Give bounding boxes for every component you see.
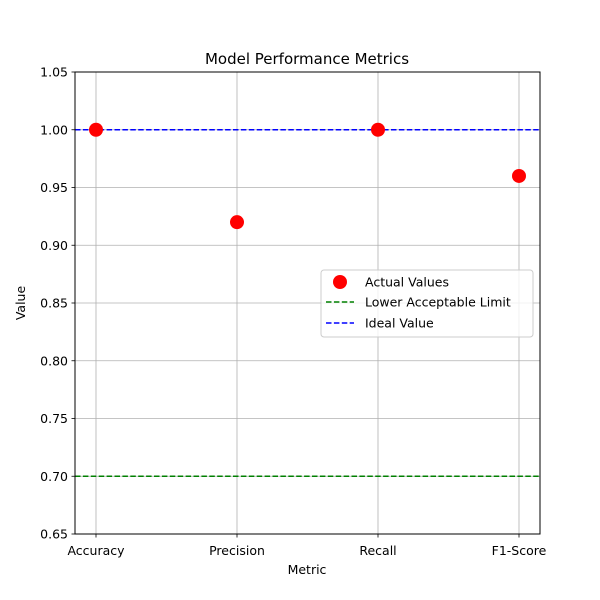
- legend-label-lower-acceptable-limit: Lower Acceptable Limit: [365, 295, 511, 310]
- x-axis-label: Metric: [288, 562, 327, 577]
- data-points: [89, 122, 526, 230]
- data-point-precision: [230, 215, 244, 230]
- x-tick-label: Accuracy: [67, 543, 125, 558]
- y-tick-label: 0.85: [40, 296, 68, 311]
- x-tick-label: Precision: [209, 543, 265, 558]
- chart-title: Model Performance Metrics: [205, 50, 409, 68]
- data-point-recall: [371, 122, 385, 137]
- data-point-f1-score: [512, 168, 526, 183]
- x-tick-label: F1-Score: [492, 543, 547, 558]
- reference-lines: [75, 129, 540, 477]
- y-tick-label: 0.95: [40, 180, 68, 195]
- y-tick-label: 0.65: [40, 527, 68, 542]
- legend-marker-actual-values: [333, 275, 347, 289]
- legend-label-ideal-value: Ideal Value: [365, 316, 434, 331]
- y-tick-label: 1.05: [40, 65, 68, 80]
- y-axis-ticks: 0.65 0.70 0.75 0.80 0.85 0.90 0.95 1.00 1.05: [40, 65, 75, 542]
- legend-label-actual-values: Actual Values: [365, 275, 449, 290]
- legend-frame: [320, 269, 534, 338]
- y-tick-label: 0.70: [40, 469, 68, 484]
- x-axis-ticks: Accuracy Precision Recall F1-Score: [67, 534, 547, 558]
- y-tick-label: 0.75: [40, 411, 68, 426]
- y-axis-label: Value: [13, 286, 28, 321]
- x-tick-label: Recall: [359, 543, 396, 558]
- y-tick-label: 0.80: [40, 353, 68, 368]
- legend: Actual Values Lower Acceptable Limit Ide…: [320, 269, 534, 338]
- y-tick-label: 1.00: [40, 122, 68, 137]
- y-tick-label: 0.90: [40, 238, 68, 253]
- data-point-accuracy: [89, 122, 103, 137]
